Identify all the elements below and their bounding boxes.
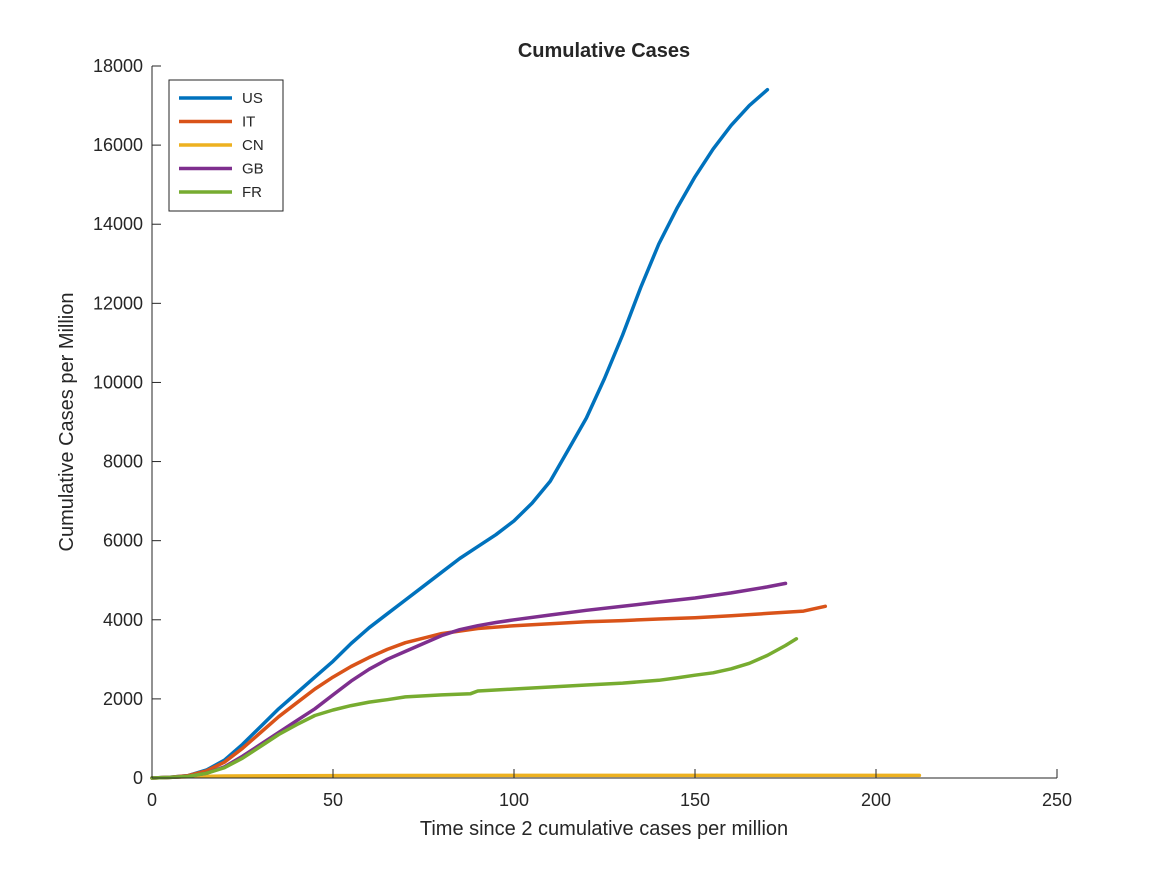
x-tick-label: 0 bbox=[147, 790, 157, 810]
y-tick-label: 2000 bbox=[103, 689, 143, 709]
y-tick-label: 16000 bbox=[93, 135, 143, 155]
legend-label-cn: CN bbox=[242, 137, 264, 154]
series-line-it bbox=[150, 604, 828, 780]
y-tick-label: 12000 bbox=[93, 293, 143, 313]
ticks-layer: 0 50 100 150 200 250 0 2000 4000 6000 8000 10000 120… bbox=[93, 56, 1072, 810]
axes-layer bbox=[151, 66, 1057, 779]
legend-label-gb: GB bbox=[242, 161, 264, 178]
legend: US IT CN GB FR bbox=[168, 79, 284, 212]
x-tick-label: 250 bbox=[1042, 790, 1072, 810]
y-tick-label: 4000 bbox=[103, 610, 143, 630]
y-tick-label: 14000 bbox=[93, 214, 143, 234]
series-line-us bbox=[150, 87, 770, 780]
x-tick-label: 150 bbox=[680, 790, 710, 810]
legend-label-fr: FR bbox=[242, 184, 262, 201]
x-tick-label: 100 bbox=[499, 790, 529, 810]
x-axis-label: Time since 2 cumulative cases per millio… bbox=[420, 818, 788, 840]
y-tick-label: 6000 bbox=[103, 531, 143, 551]
x-tick-label: 200 bbox=[861, 790, 891, 810]
legend-label-it: IT bbox=[242, 114, 255, 131]
series-line-fr bbox=[150, 637, 799, 780]
series-layer bbox=[150, 87, 922, 780]
y-tick-label: 18000 bbox=[93, 56, 143, 76]
y-tick-label: 10000 bbox=[93, 372, 143, 392]
chart-title: Cumulative Cases bbox=[518, 40, 690, 62]
x-tick-label: 50 bbox=[323, 790, 343, 810]
legend-label-us: US bbox=[242, 90, 263, 107]
y-tick-label: 8000 bbox=[103, 452, 143, 472]
y-tick-label: 0 bbox=[133, 768, 143, 788]
y-axis-label: Cumulative Cases per Million bbox=[56, 293, 78, 552]
